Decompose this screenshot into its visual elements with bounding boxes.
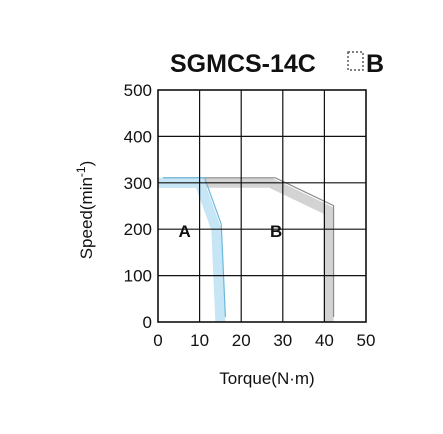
y-tick-label: 400 [124, 127, 152, 146]
y-axis-label: Speed(min-1) [74, 161, 96, 260]
y-axis-label-main: Speed(min [77, 177, 96, 259]
x-axis-label: Torque(N·m) [219, 369, 314, 388]
y-tick-label: 100 [124, 267, 152, 286]
grid-layer [158, 90, 366, 322]
x-tick-label: 10 [190, 331, 209, 350]
y-tick-label: 300 [124, 174, 152, 193]
x-tick-label: 40 [315, 331, 334, 350]
region-a-boundary [158, 177, 226, 323]
x-tick-label: 0 [153, 331, 162, 350]
x-tick-labels: 0 10 20 30 40 50 [153, 331, 375, 350]
region-b-edge [163, 177, 335, 317]
region-label-a: A [178, 222, 190, 241]
y-axis-label-close: ) [77, 161, 96, 167]
chart-title: SGMCS-14C B [170, 50, 384, 78]
chart-title-main: SGMCS-14C [170, 50, 316, 78]
x-tick-label: 30 [273, 331, 292, 350]
x-tick-label: 50 [357, 331, 376, 350]
y-axis-label-superscript: -1 [74, 166, 88, 177]
region-a-edge [163, 177, 226, 318]
y-tick-label: 500 [124, 81, 152, 100]
y-tick-label: 200 [124, 220, 152, 239]
x-tick-label: 20 [232, 331, 251, 350]
title-placeholder-box [347, 51, 364, 71]
y-tick-labels: 0 100 200 300 400 500 [124, 81, 152, 332]
region-label-b: B [270, 222, 282, 241]
plot-frame [157, 89, 367, 323]
y-tick-label: 0 [143, 313, 152, 332]
chart-title-suffix: B [366, 50, 384, 78]
regions-layer [158, 177, 335, 323]
region-b-boundary [158, 177, 334, 322]
